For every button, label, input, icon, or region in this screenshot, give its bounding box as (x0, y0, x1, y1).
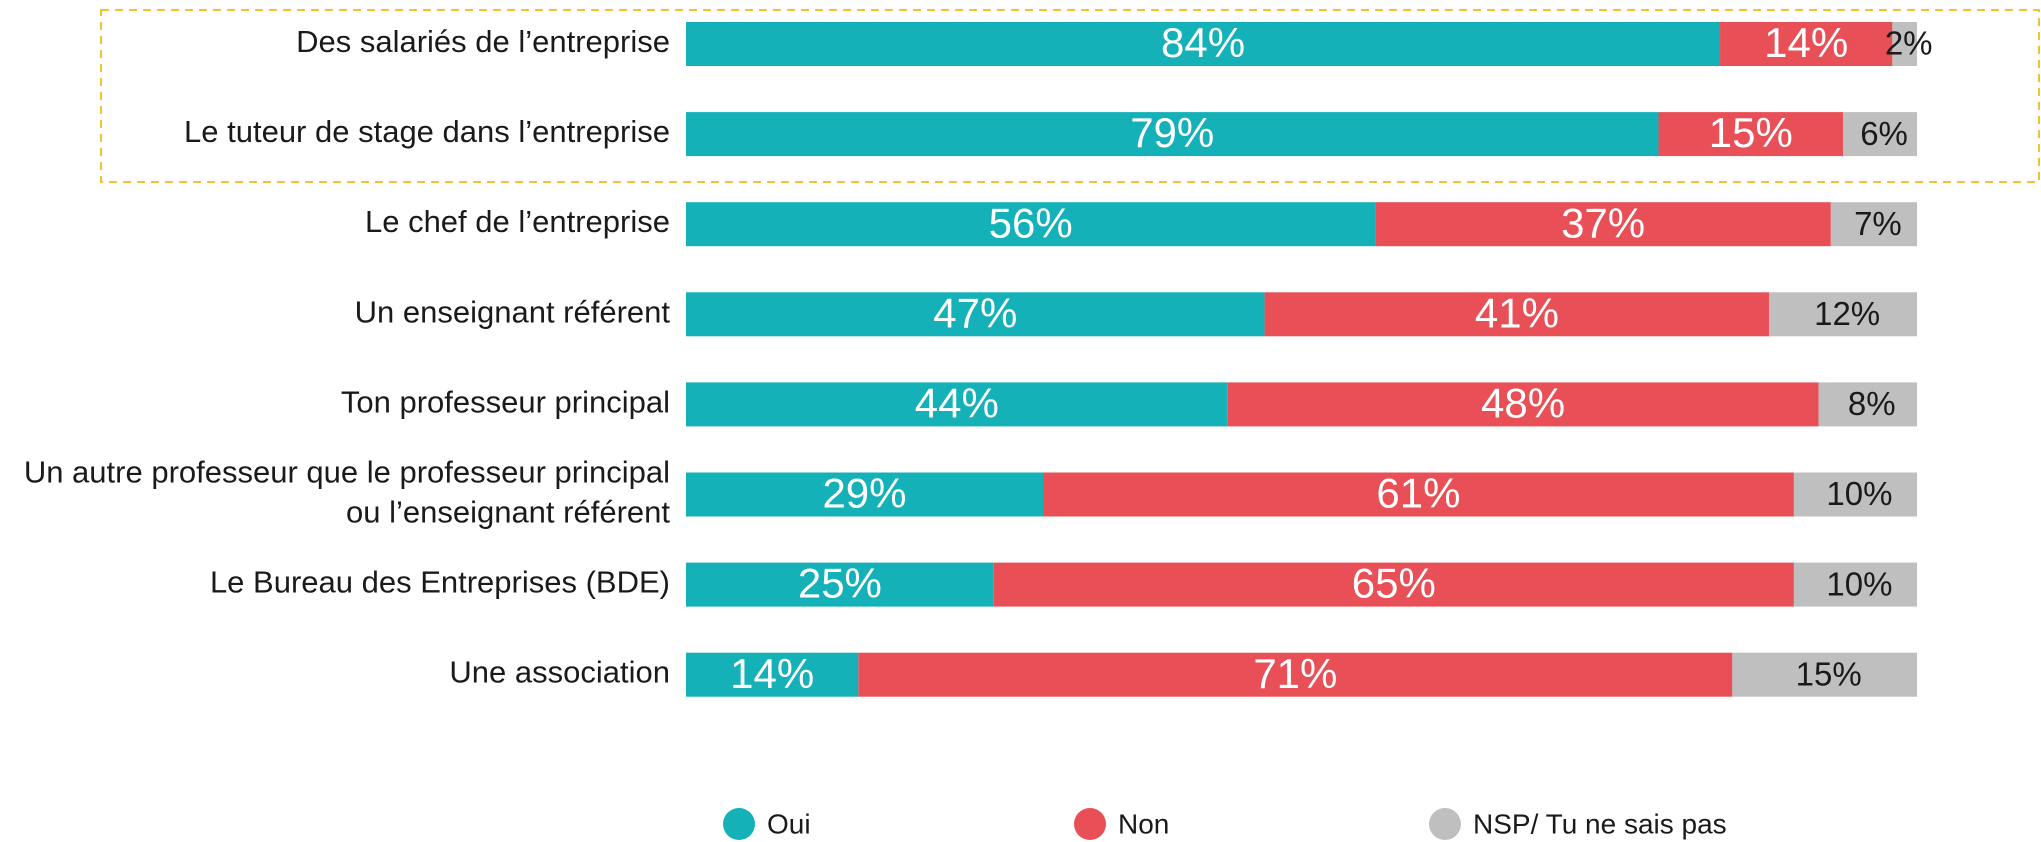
bar-segment (686, 22, 1721, 66)
value-label: 14% (730, 650, 814, 697)
value-label: 61% (1376, 470, 1460, 517)
bar-segment (858, 652, 1733, 697)
value-label: 56% (989, 199, 1073, 246)
bar-segment (686, 202, 1376, 247)
bar-segment (686, 112, 1659, 157)
value-label: 10% (1826, 475, 1892, 512)
bar-segment (1830, 202, 1917, 247)
value-label: 15% (1796, 655, 1862, 692)
bar-segment (1793, 472, 1917, 517)
category-label: Une association (449, 655, 670, 690)
value-label: 65% (1352, 560, 1436, 607)
value-label: 48% (1481, 379, 1565, 426)
bar-segment (686, 472, 1043, 517)
value-label: 84% (1161, 19, 1245, 66)
legend-label: NSP/ Tu ne sais pas (1473, 808, 1727, 839)
bar-segment (1042, 472, 1794, 517)
bar-segment (1793, 562, 1917, 607)
legend-item: NSP/ Tu ne sais pas (1429, 808, 1727, 840)
legend-label: Oui (767, 808, 811, 839)
category-label: Le tuteur de stage dans l’entreprise (184, 114, 670, 149)
value-label: 47% (933, 289, 1017, 336)
bar-segment (1892, 22, 1917, 66)
value-label: 12% (1814, 295, 1880, 332)
legend-swatch (1074, 808, 1106, 840)
bar-segment (686, 652, 859, 697)
bar-segment (1769, 292, 1917, 337)
legend-item: Non (1074, 808, 1169, 840)
category-label: Un autre professeur que le professeur pr… (24, 455, 671, 530)
bar-segment (1375, 202, 1831, 247)
value-label: 6% (1860, 115, 1908, 152)
legend-item: Oui (723, 808, 811, 840)
highlight-box (100, 9, 2040, 183)
bar-segment (993, 562, 1794, 607)
value-label: 79% (1130, 109, 1214, 156)
value-label: 29% (822, 470, 906, 517)
value-label: 7% (1854, 205, 1902, 242)
bar-segment (1658, 112, 1844, 157)
bar-segment (686, 562, 994, 607)
value-label: 41% (1475, 289, 1559, 336)
bar-segment (1843, 112, 1917, 157)
category-label: Ton professeur principal (341, 385, 670, 420)
value-label: 2% (1885, 25, 1933, 62)
bar-segment (686, 382, 1228, 427)
value-label: 8% (1848, 385, 1896, 422)
value-label: 25% (798, 560, 882, 607)
category-label: Des salariés de l’entreprise (296, 24, 670, 59)
legend-swatch (1429, 808, 1461, 840)
legend-swatch (723, 808, 755, 840)
category-label: Le Bureau des Entreprises (BDE) (210, 565, 670, 600)
category-label: Un enseignant référent (355, 294, 671, 329)
value-label: 10% (1826, 565, 1892, 602)
bar-segment (1818, 382, 1917, 427)
value-label: 71% (1253, 650, 1337, 697)
value-label: 44% (915, 379, 999, 426)
bar-segment (1732, 652, 1917, 697)
value-label: 14% (1764, 19, 1848, 66)
value-label: 37% (1561, 199, 1645, 246)
legend-label: Non (1118, 808, 1169, 839)
value-label: 15% (1709, 109, 1793, 156)
bar-segment (1720, 22, 1893, 66)
category-label: Le chef de l’entreprise (365, 204, 670, 239)
bar-segment (1227, 382, 1819, 427)
bar-segment (686, 292, 1265, 337)
bar-segment (1264, 292, 1770, 337)
